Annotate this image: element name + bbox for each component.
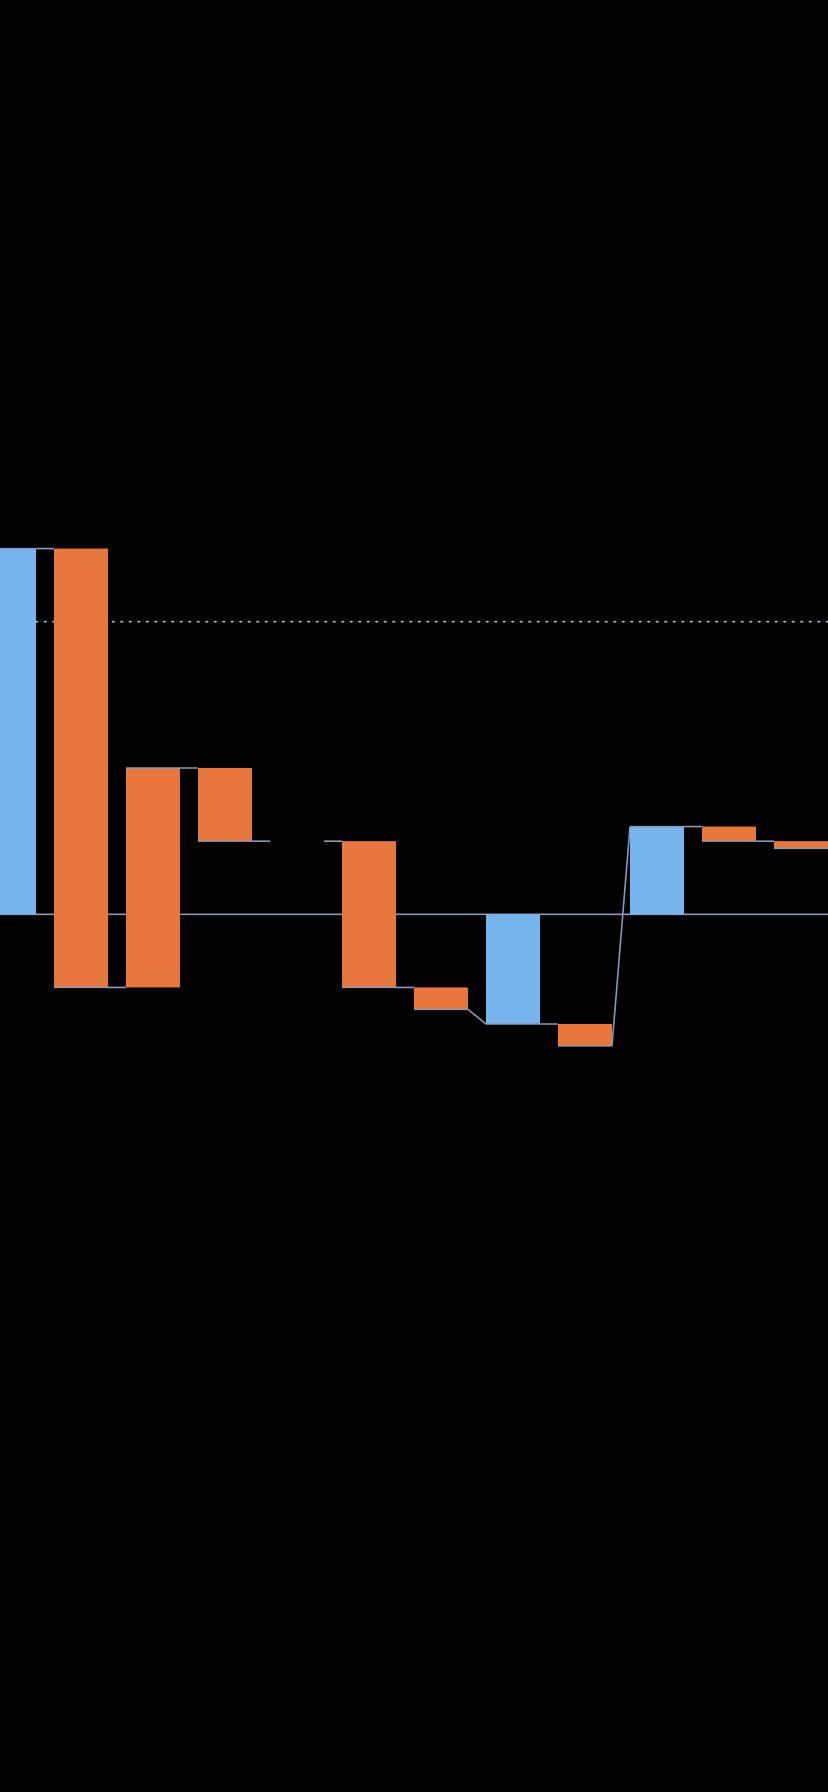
waterfall-bar xyxy=(486,914,540,1024)
waterfall-bar xyxy=(774,841,828,849)
waterfall-bar xyxy=(0,548,36,915)
connector-line xyxy=(467,1008,487,1025)
waterfall-bar xyxy=(342,841,396,988)
waterfall-bar xyxy=(702,826,756,842)
waterfall-bar xyxy=(126,768,180,988)
waterfall-bar xyxy=(414,987,468,1010)
waterfall-bar xyxy=(198,768,252,842)
connector-line xyxy=(611,826,631,1047)
waterfall-bar xyxy=(558,1024,612,1046)
waterfall-bar xyxy=(630,826,684,915)
waterfall-bar xyxy=(54,548,108,988)
